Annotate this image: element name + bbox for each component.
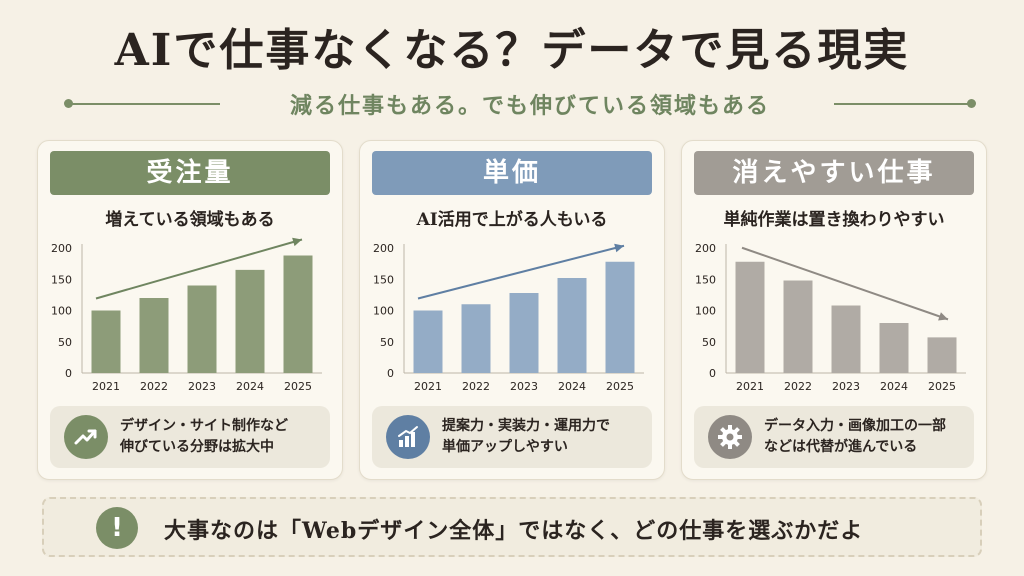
y-tick-label: 150 <box>695 273 716 286</box>
gear-icon <box>708 415 752 459</box>
x-tick-label: 2021 <box>736 380 764 393</box>
note-text: データ入力・画像加工の一部 などは代替が進んでいる <box>764 416 968 458</box>
bar-2022 <box>139 298 169 373</box>
bar-2025 <box>605 261 635 373</box>
note-line: 単価アップしやすい <box>442 439 568 455</box>
bar-2021 <box>413 310 443 373</box>
y-tick-label: 50 <box>380 336 394 349</box>
y-tick-label: 100 <box>373 305 394 318</box>
trend-arrow-line <box>95 238 303 300</box>
bar-2021 <box>91 310 121 373</box>
y-tick-label: 100 <box>51 305 72 318</box>
x-tick-label: 2022 <box>784 380 812 393</box>
exclamation-icon: ! <box>96 507 138 549</box>
y-tick-label: 100 <box>695 305 716 318</box>
card-subheading: AI活用で上がる人もいる <box>416 210 608 230</box>
card-header: 単価 <box>372 151 652 195</box>
card-header: 消えやすい仕事 <box>694 151 974 195</box>
bar-2022 <box>783 280 813 373</box>
decor-line-right <box>834 103 970 105</box>
decor-line-left <box>70 103 220 105</box>
bar-2023 <box>509 293 539 373</box>
bar-2025 <box>927 337 957 373</box>
y-tick-label: 200 <box>695 242 716 255</box>
x-tick-label: 2024 <box>558 380 586 393</box>
trend-arrow-head <box>938 312 948 321</box>
bar-2023 <box>831 305 861 373</box>
bar-chart-icon <box>386 415 430 459</box>
y-tick-label: 50 <box>58 336 72 349</box>
y-tick-label: 0 <box>709 367 716 380</box>
decor-dot-right <box>967 99 976 108</box>
trend-arrow-line <box>741 246 949 321</box>
bar-2022 <box>461 304 491 373</box>
bar-2024 <box>879 323 909 373</box>
card-note: データ入力・画像加工の一部 などは代替が進んでいる <box>694 406 974 468</box>
card-order-volume: 受注量 増えている領域もある 0 50 100 150 200 2021 2022 2023 2… <box>37 140 343 480</box>
note-line: デザイン・サイト制作など <box>120 418 288 434</box>
card-unit-price: 単価 AI活用で上がる人もいる 0 50 100 150 200 2021 2022 2023… <box>359 140 665 480</box>
x-tick-label: 2025 <box>606 380 634 393</box>
x-tick-label: 2025 <box>928 380 956 393</box>
card-note: 提案力・実装力・運用力で 単価アップしやすい <box>372 406 652 468</box>
card-subheading: 増えている領域もある <box>105 210 275 230</box>
bar-2024 <box>235 269 265 373</box>
note-line: データ入力・画像加工の一部 <box>764 418 946 434</box>
note-line: などは代替が進んでいる <box>764 439 918 455</box>
subtitle-row: 減る仕事もある。でも伸びている領域もある <box>0 88 1024 120</box>
x-tick-label: 2024 <box>236 380 264 393</box>
note-line: 伸びている分野は拡大中 <box>120 439 274 455</box>
page-subtitle: 減る仕事もある。でも伸びている領域もある <box>289 93 770 119</box>
y-tick-label: 0 <box>387 367 394 380</box>
bar-2024 <box>557 278 587 373</box>
y-tick-label: 0 <box>65 367 72 380</box>
bar-2025 <box>283 255 313 373</box>
decor-dot-left <box>64 99 73 108</box>
card-vanishing-jobs: 消えやすい仕事 単純作業は置き換わりやすい 0 50 100 150 200 2021 20… <box>681 140 987 480</box>
x-tick-label: 2024 <box>880 380 908 393</box>
page-title: AIで仕事なくなる？データで見る現実 <box>114 25 910 76</box>
note-line: 提案力・実装力・運用力で <box>442 418 610 434</box>
bottom-message-box: ! 大事なのは「Webデザイン全体」ではなく、どの仕事を選ぶかだよ <box>42 497 982 557</box>
bar-2021 <box>735 261 765 373</box>
bar-2023 <box>187 285 217 373</box>
x-tick-label: 2023 <box>510 380 538 393</box>
y-tick-label: 200 <box>373 242 394 255</box>
y-tick-label: 200 <box>51 242 72 255</box>
y-tick-label: 50 <box>702 336 716 349</box>
y-tick-label: 150 <box>373 273 394 286</box>
bar-chart-unit-price: 0 50 100 150 200 2021 2022 2023 2024 2025 <box>373 242 644 393</box>
card-subheading: 単純作業は置き換わりやすい <box>723 210 945 230</box>
bar-chart-vanishing-jobs: 0 50 100 150 200 2021 2022 2023 2024 2025 <box>695 242 966 393</box>
x-tick-label: 2023 <box>832 380 860 393</box>
y-tick-label: 150 <box>51 273 72 286</box>
x-tick-label: 2022 <box>140 380 168 393</box>
x-tick-label: 2021 <box>92 380 120 393</box>
trend-arrow-line <box>417 244 625 300</box>
card-note: デザイン・サイト制作など 伸びている分野は拡大中 <box>50 406 330 468</box>
x-tick-label: 2021 <box>414 380 442 393</box>
bottom-message: 大事なのは「Webデザイン全体」ではなく、どの仕事を選ぶかだよ <box>164 518 864 544</box>
x-tick-label: 2022 <box>462 380 490 393</box>
trend-arrow-head <box>292 237 302 247</box>
note-text: 提案力・実装力・運用力で 単価アップしやすい <box>442 416 646 458</box>
note-text: デザイン・サイト制作など 伸びている分野は拡大中 <box>120 416 324 458</box>
trending-up-icon <box>64 415 108 459</box>
bar-chart-order-volume: 0 50 100 150 200 2021 2022 2023 2024 2025 <box>51 237 322 393</box>
x-tick-label: 2025 <box>284 380 312 393</box>
card-header: 受注量 <box>50 151 330 195</box>
trend-arrow-head <box>614 243 624 253</box>
x-tick-label: 2023 <box>188 380 216 393</box>
